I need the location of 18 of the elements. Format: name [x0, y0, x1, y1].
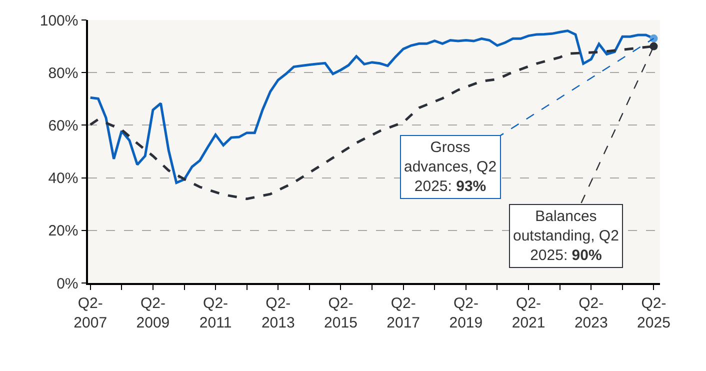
y-tick-label: 20%: [48, 222, 78, 240]
x-tick-label: Q2- 2009: [136, 294, 170, 332]
y-tick-label: 80%: [48, 64, 78, 82]
x-tick-label: Q2- 2015: [324, 294, 358, 332]
y-tick-label: 100%: [40, 12, 78, 30]
y-tick-label: 0%: [56, 275, 78, 292]
y-tick-label: 60%: [48, 117, 78, 134]
y-tick-label: 40%: [48, 170, 78, 188]
x-tick-label: Q2- 2013: [261, 294, 295, 332]
x-tick-label: Q2- 2011: [199, 294, 232, 332]
x-tick-label: Q2- 2025: [637, 294, 670, 332]
x-tick-label: Q2- 2017: [386, 294, 420, 332]
annotation: Balances outstanding, Q2 2025: 90%: [513, 208, 619, 264]
x-tick-label: Q2- 2007: [74, 294, 108, 332]
x-tick-label: Q2- 2023: [574, 294, 608, 332]
x-tick-label: Q2- 2019: [449, 294, 483, 332]
annotation: Gross advances, Q2 2025: 93%: [404, 139, 497, 195]
x-tick-label: Q2- 2021: [512, 294, 546, 332]
